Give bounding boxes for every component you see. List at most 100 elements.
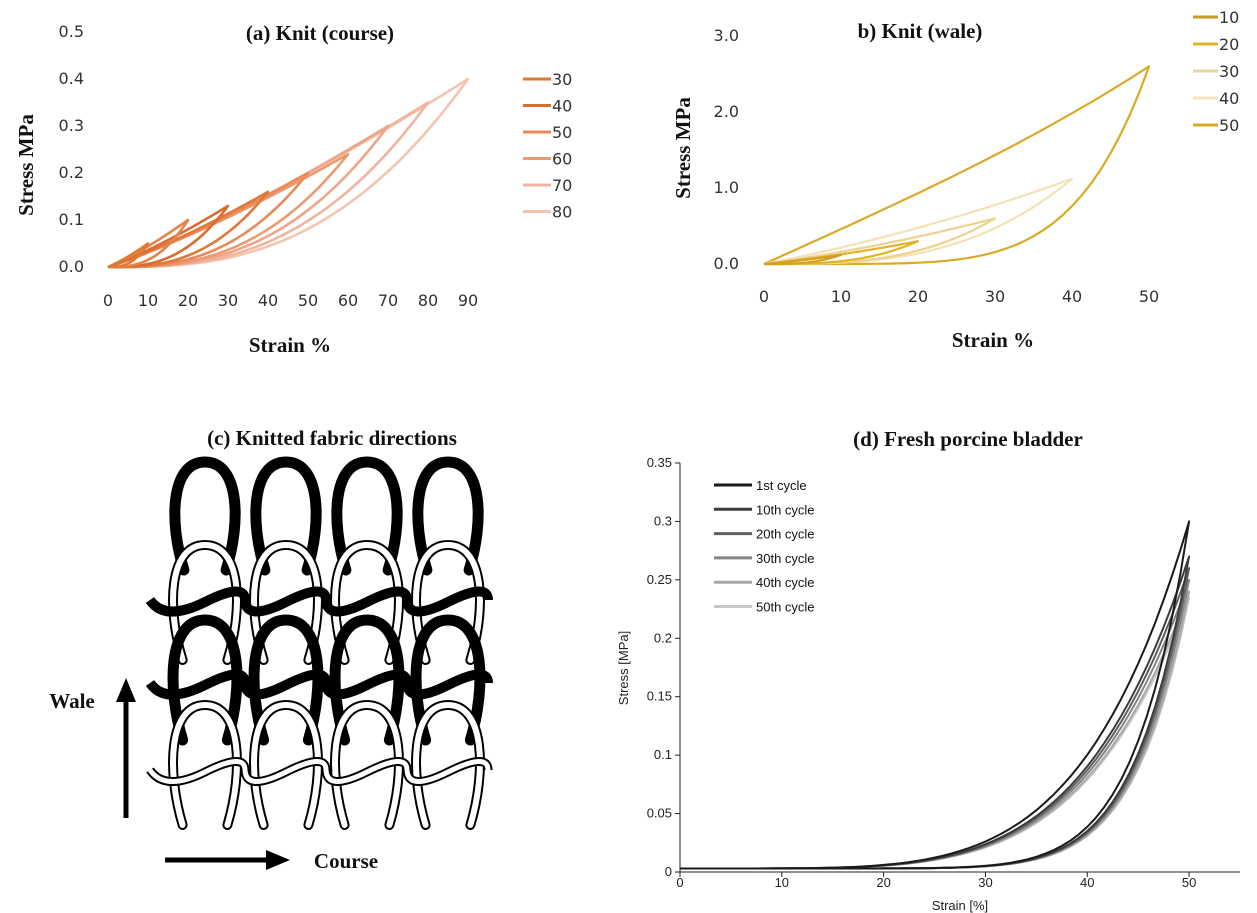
- panel-a-xlabel: Strain %: [249, 333, 331, 357]
- panel-b-legend-label: 20: [1219, 35, 1239, 54]
- knit-loop-white: [332, 701, 402, 828]
- panel-a-x-tick-label: 70: [378, 291, 398, 310]
- panel-a-legend-label: 50: [552, 123, 572, 142]
- panel-b-title: b) Knit (wale): [858, 19, 983, 43]
- panel-b-y-tick-label: 1.0: [714, 178, 739, 197]
- panel-d-x-tick-label: 50: [1182, 875, 1196, 890]
- panel-b-legend-label: 40: [1219, 89, 1239, 108]
- panel-b-y-tick-label: 3.0: [714, 26, 739, 45]
- panel-d-y-tick-label: 0.2: [654, 630, 672, 645]
- panel-a-loop-30: [107, 204, 230, 269]
- panel-a-legend-label: 30: [552, 70, 572, 89]
- panel-d-x-tick-label: 30: [978, 875, 992, 890]
- knit-course-strand: [145, 586, 493, 617]
- panel-a-title: (a) Knit (course): [246, 21, 394, 45]
- panel-b-x-tick-label: 10: [831, 287, 851, 306]
- course-arrow: [165, 850, 290, 870]
- panel-c-title: (c) Knitted fabric directions: [207, 426, 457, 450]
- knit-loop-black: [248, 614, 324, 746]
- panel-d-y-tick-label: 0.3: [654, 513, 672, 528]
- panel-d-legend-label: 50th cycle: [756, 600, 815, 615]
- panel-d-title: (d) Fresh porcine bladder: [853, 427, 1083, 451]
- panel-a-y-tick-label: 0.4: [59, 69, 84, 88]
- panel-d-y-tick-label: 0.25: [647, 572, 672, 587]
- panel-a-x-tick-label: 0: [103, 291, 113, 310]
- panel-d-legend-label: 30th cycle: [756, 551, 815, 566]
- panel-b-ylabel: Stress MPa: [671, 97, 695, 199]
- panel-d-legend-label: 10th cycle: [756, 502, 815, 517]
- knit-loop-black: [250, 456, 322, 576]
- knit-loop-white: [251, 701, 321, 828]
- panel-b-loop-50: [763, 65, 1151, 266]
- panel-a-x-tick-label: 80: [418, 291, 438, 310]
- panel-b-legend-label: 30: [1219, 62, 1239, 81]
- course-label: Course: [314, 849, 378, 873]
- knit-loop-white: [413, 701, 483, 828]
- panel-d-series-30th-cycle: [680, 578, 1191, 870]
- panel-a-x-tick-label: 10: [138, 291, 158, 310]
- knit-loop-white: [170, 701, 240, 828]
- panel-a-y-tick-label: 0.5: [59, 22, 84, 41]
- wale-label: Wale: [49, 689, 95, 713]
- panel-a-x-tick-label: 50: [298, 291, 318, 310]
- panel-a-loop-10: [107, 242, 150, 269]
- panel-b-x-tick-label: 20: [908, 287, 928, 306]
- panel-b-y-tick-label: 2.0: [714, 102, 739, 121]
- panel-a-legend-label: 60: [552, 150, 572, 169]
- knit-structure-illustration: [145, 456, 493, 830]
- panel-c-diagram: (c) Knitted fabric directions Wale Cours…: [49, 426, 493, 873]
- panel-a-y-tick-label: 0.0: [59, 257, 84, 276]
- panel-d-legend-label: 20th cycle: [756, 527, 815, 542]
- panel-a-x-tick-label: 40: [258, 291, 278, 310]
- panel-b-legend-label: 50: [1219, 116, 1239, 135]
- panel-b-loop-10: [763, 253, 843, 266]
- panel-d-series-50th-cycle: [680, 596, 1191, 870]
- panel-b-loop-30: [763, 217, 997, 266]
- panel-b-x-tick-label: 0: [759, 287, 769, 306]
- wale-arrow: [116, 678, 136, 818]
- panel-d-chart: (d) Fresh porcine bladder Strain [%] Str…: [616, 427, 1240, 913]
- panel-b-legend-label: 10: [1219, 8, 1239, 27]
- panel-a-legend-label: 40: [552, 97, 572, 116]
- knit-loop-black: [331, 456, 403, 576]
- panel-d-x-tick-label: 0: [676, 875, 683, 890]
- panel-d-legend-label: 40th cycle: [756, 575, 815, 590]
- panel-b-y-tick-label: 0.0: [714, 254, 739, 273]
- panel-a-y-tick-label: 0.3: [59, 116, 84, 135]
- panel-d-y-tick-label: 0.15: [647, 689, 672, 704]
- panel-a-y-tick-label: 0.1: [59, 210, 84, 229]
- panel-d-x-tick-label: 10: [775, 875, 789, 890]
- panel-d-x-tick-label: 20: [876, 875, 890, 890]
- knit-loop-black: [410, 614, 486, 746]
- panel-b-x-tick-label: 40: [1062, 287, 1082, 306]
- panel-d-series-1st-cycle: [680, 520, 1191, 870]
- panel-a-x-tick-label: 60: [338, 291, 358, 310]
- panel-a-x-tick-label: 30: [218, 291, 238, 310]
- panel-b-x-tick-label: 50: [1139, 287, 1159, 306]
- panel-a-legend-label: 80: [552, 203, 572, 222]
- panel-b-chart: b) Knit (wale) Strain % Stress MPa 0.0 1.…: [671, 8, 1239, 352]
- panel-a-loop-40: [107, 190, 270, 269]
- panel-d-ylabel: Stress [MPa]: [616, 631, 631, 705]
- panel-d-y-tick-label: 0.05: [647, 806, 672, 821]
- panel-d-xlabel: Strain [%]: [932, 898, 988, 913]
- panel-a-ylabel: Stress MPa: [14, 114, 38, 216]
- panel-d-y-tick-label: 0.35: [647, 455, 672, 470]
- knit-course-strand-white: [147, 759, 491, 784]
- panel-a-x-tick-label: 20: [178, 291, 198, 310]
- knit-loop-black: [167, 614, 243, 746]
- knit-loop-black: [169, 456, 241, 576]
- panel-a-legend-label: 70: [552, 176, 572, 195]
- panel-a-y-tick-label: 0.2: [59, 163, 84, 182]
- knit-course-strand: [145, 669, 493, 700]
- panel-b-x-tick-label: 30: [985, 287, 1005, 306]
- knit-loop-black: [412, 456, 484, 576]
- panel-d-x-tick-label: 40: [1080, 875, 1094, 890]
- panel-b-xlabel: Strain %: [952, 328, 1034, 352]
- panel-a-chart: (a) Knit (course) Strain % Stress MPa 0.…: [14, 21, 572, 357]
- knit-loop-black: [329, 614, 405, 746]
- panel-a-x-tick-label: 90: [458, 291, 478, 310]
- panel-d-y-tick-label: 0: [665, 864, 672, 879]
- panel-d-legend-label: 1st cycle: [756, 478, 807, 493]
